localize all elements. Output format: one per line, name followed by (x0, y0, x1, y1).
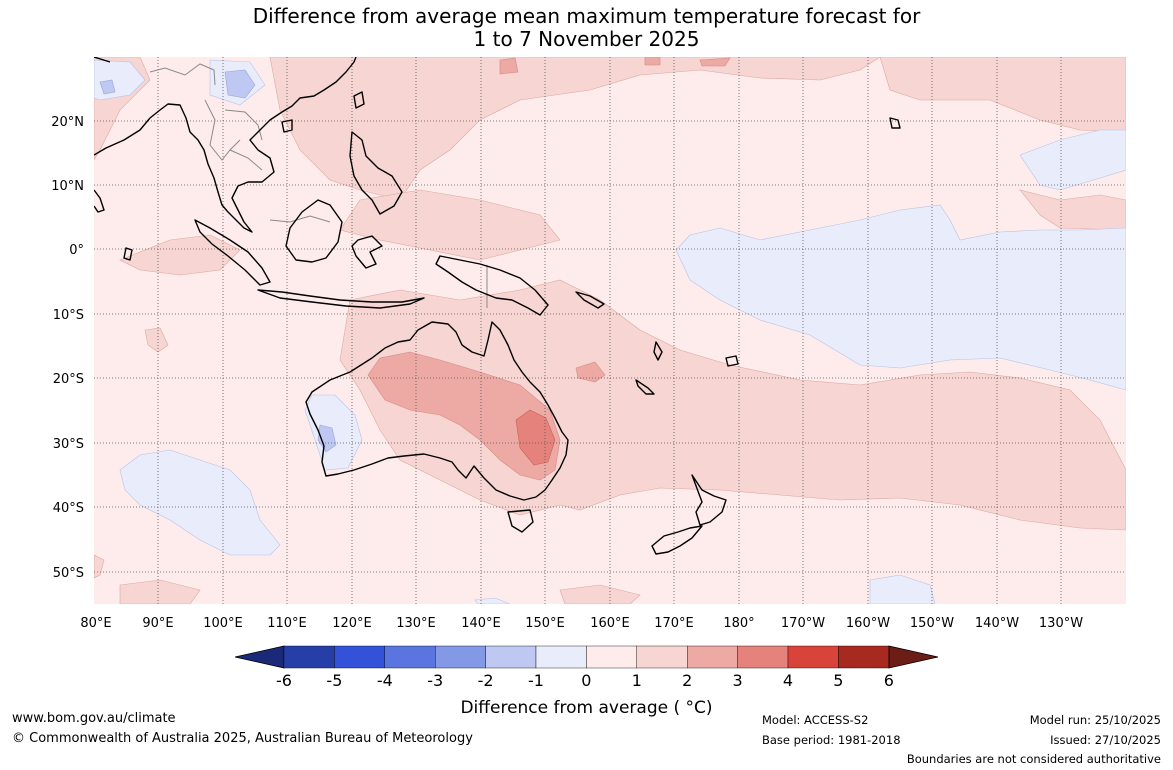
colour-bar-swatch (787, 645, 839, 669)
solomon-islands-coastline (575, 291, 605, 309)
hawaii-coastline (889, 117, 901, 129)
vanuatu-coastline (653, 341, 663, 361)
colour-bar-tick-label: -5 (326, 671, 342, 690)
website-link[interactable]: www.bom.gov.au/climate (12, 711, 176, 726)
asia-mainland-coastline (94, 57, 357, 233)
colour-bar-tick-label: 6 (884, 671, 894, 690)
colour-bar-swatch (334, 645, 385, 669)
sri-lanka-coastline (123, 247, 133, 261)
issued-date: Issued: 27/10/2025 (1050, 733, 1161, 747)
lat-label: 30°S (53, 437, 84, 452)
colour-bar-tick-label: -4 (377, 671, 393, 690)
australia-coastline (305, 321, 569, 501)
lat-label: 20°N (51, 115, 84, 130)
lon-label: 170°E (654, 616, 694, 631)
forecast-map: 20°N 10°N 0° 10°S 20°S 30°S 40°S 50°S 80… (51, 57, 1126, 631)
japan-coastline (94, 57, 111, 63)
lat-label: 10°S (53, 308, 84, 323)
lon-label: 180° (723, 616, 754, 631)
graticule (94, 57, 1126, 604)
colour-bar-tick-label: -3 (427, 671, 443, 690)
coastlines (94, 57, 901, 555)
colour-bar-tick-label: 3 (733, 671, 743, 690)
colour-bar-tick-label: 1 (632, 671, 642, 690)
longitude-labels: 80°E 90°E 100°E 110°E 120°E 130°E 140°E … (80, 616, 1083, 631)
colour-bar-swatch (435, 645, 486, 669)
india-coastline (94, 189, 105, 213)
lon-label: 170°W (781, 616, 825, 631)
colour-bar-swatch (737, 645, 789, 669)
fiji-coastline (725, 355, 739, 367)
country-borders (149, 63, 488, 308)
new-zealand-north-island (691, 474, 727, 526)
boundaries-disclaimer: Boundaries are not considered authoritat… (906, 752, 1161, 766)
tasmania-coastline (507, 509, 534, 533)
model-run-date: Model run: 25/10/2025 (1029, 713, 1161, 727)
colour-bar-tick-label: 4 (783, 671, 793, 690)
copyright-notice: © Commonwealth of Australia 2025, Austra… (12, 731, 473, 746)
colour-bar-ticks: -6 -5 -4 -3 -2 -1 0 1 2 3 4 5 6 (276, 671, 894, 690)
colour-bar-tick-label: -1 (528, 671, 544, 690)
new-zealand-south-island (651, 525, 703, 555)
colour-bar-tick-label: 0 (581, 671, 591, 690)
anomaly-minus2-to-minus1-regions (99, 69, 337, 453)
model-name: Model: ACCESS-S2 (762, 713, 869, 727)
colour-bar-swatch (535, 645, 587, 669)
lon-label: 80°E (80, 616, 111, 631)
colour-bar-swatch (485, 645, 537, 669)
map-title-line-1: Difference from average mean maximum tem… (252, 4, 921, 28)
lon-label: 130°E (396, 616, 436, 631)
lon-label: 140°E (461, 616, 501, 631)
anomaly-minus1-to-0-regions (94, 59, 1126, 604)
colour-bar-high-extension (888, 645, 939, 669)
new-guinea-coastline (435, 255, 549, 316)
lat-label: 10°N (51, 179, 84, 194)
lon-label: 130°W (1039, 616, 1083, 631)
sulawesi-coastline (351, 235, 383, 269)
lat-label: 40°S (53, 501, 84, 516)
lon-label: 160°E (590, 616, 630, 631)
java-coastline (257, 289, 425, 309)
colour-bar-tick-label: 2 (682, 671, 692, 690)
lon-label: 150°E (525, 616, 565, 631)
colour-bar-swatch (636, 645, 688, 669)
lon-label: 160°W (846, 616, 890, 631)
philippines-coastline (349, 131, 403, 215)
colour-bar-low-extension (234, 645, 285, 669)
sumatra-coastline (194, 219, 271, 286)
latitude-labels: 20°N 10°N 0° 10°S 20°S 30°S 40°S 50°S (51, 115, 84, 581)
colour-bar-tick-label: -6 (276, 671, 292, 690)
base-period: Base period: 1981-2018 (762, 733, 901, 747)
taiwan-coastline (353, 91, 365, 109)
colour-bar-label: Difference from average ( °C) (460, 698, 713, 718)
lon-label: 90°E (142, 616, 173, 631)
colour-bar-swatch (384, 645, 436, 669)
lat-label: 20°S (53, 372, 84, 387)
lat-label: 0° (69, 243, 84, 258)
lon-label: 150°W (910, 616, 954, 631)
lat-label: 50°S (53, 566, 84, 581)
colour-bar-tick-label: -2 (478, 671, 494, 690)
lon-label: 120°E (332, 616, 372, 631)
colour-bar-tick-label: 5 (833, 671, 843, 690)
colour-bar-swatch (687, 645, 738, 669)
lon-label: 100°E (203, 616, 243, 631)
lon-label: 110°E (267, 616, 307, 631)
colour-bar: -6 -5 -4 -3 -2 -1 0 1 2 3 4 5 6 (234, 645, 939, 690)
lon-label: 140°W (975, 616, 1019, 631)
colour-bar-swatches (283, 645, 890, 669)
hainan-coastline (281, 119, 293, 133)
colour-bar-swatch (586, 645, 638, 669)
colour-bar-swatch (838, 645, 890, 669)
new-caledonia-coastline (635, 379, 655, 395)
colour-bar-swatch (283, 645, 335, 669)
borneo-coastline (285, 199, 343, 263)
map-title-line-2: 1 to 7 November 2025 (473, 27, 700, 51)
